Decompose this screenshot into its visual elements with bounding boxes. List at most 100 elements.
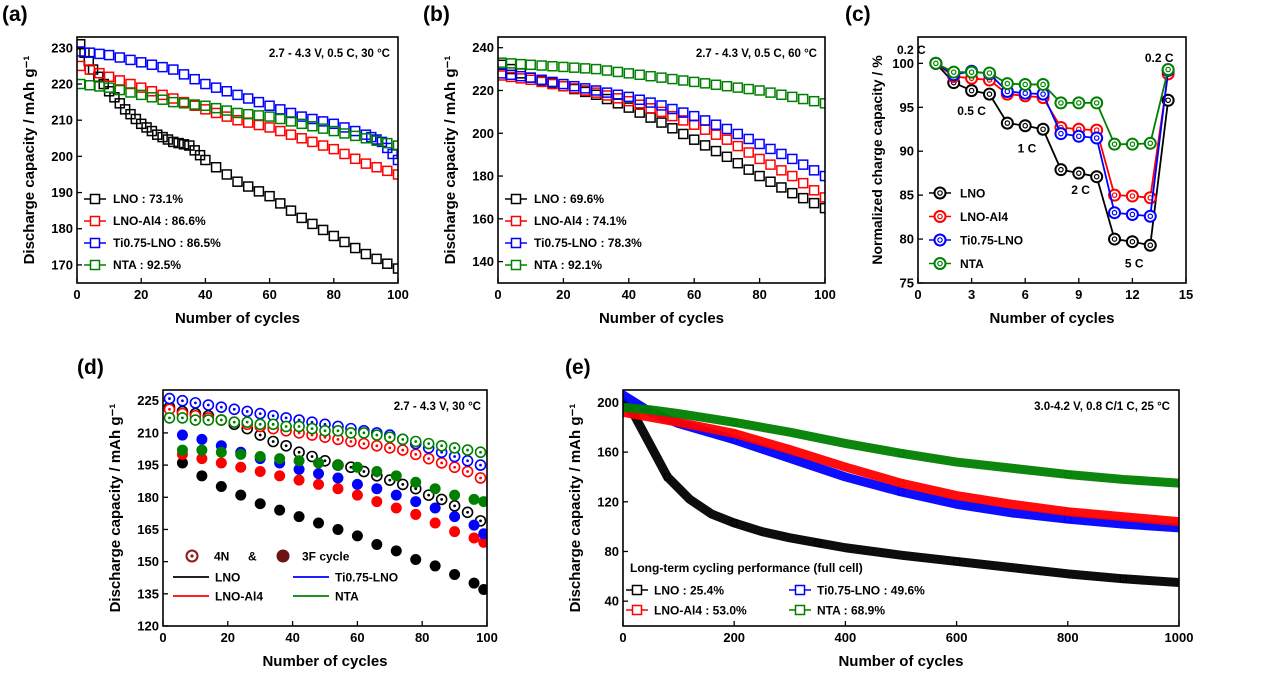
data-point (590, 85, 602, 96)
data-point-center (194, 401, 197, 405)
data-point (293, 455, 305, 467)
x-tick-label: 40 (622, 287, 636, 302)
data-point (242, 93, 254, 104)
y-axis-label: Discharge capacity / mAh g⁻¹ (442, 56, 459, 265)
data-point (819, 170, 825, 182)
y-tick-label: 140 (472, 254, 494, 269)
legend: LNO : 69.6% LNO-Al4 : 74.1% Ti0.75-LNO : 7… (505, 192, 642, 272)
data-point (730, 418, 738, 426)
legend-marker (794, 604, 806, 616)
data-point (313, 457, 325, 469)
data-point (558, 61, 569, 73)
data-point (645, 97, 656, 108)
data-point (776, 148, 787, 160)
series-nta (929, 56, 1175, 151)
data-point (721, 80, 733, 92)
y-tick-label: 200 (472, 126, 494, 141)
data-point (1090, 96, 1104, 110)
data-point-center (1129, 193, 1136, 199)
data-point-center (427, 457, 431, 461)
data-point-center (986, 70, 993, 76)
legend-marker (933, 257, 947, 270)
data-point (371, 496, 383, 508)
x-axis-label: Number of cycles (838, 653, 963, 670)
data-point-center (349, 465, 353, 469)
y-tick-label: 85 (900, 188, 914, 203)
data-point (125, 78, 136, 90)
data-point-center (1058, 166, 1064, 173)
data-point (634, 69, 645, 81)
data-point (667, 110, 678, 122)
data-point (449, 511, 461, 523)
condition-label: 2.7 - 4.3 V, 30 °C (394, 401, 481, 413)
y-tick-label: 90 (900, 144, 914, 159)
y-tick-label: 210 (51, 113, 73, 128)
data-point (813, 539, 822, 547)
data-point-center (245, 420, 249, 424)
series-lno (623, 397, 1179, 588)
data-point-center (1093, 100, 1100, 106)
data-point-center (414, 487, 418, 491)
data-point (382, 258, 393, 269)
data-point (275, 113, 286, 125)
data-point-center (933, 60, 939, 67)
data-point (947, 65, 961, 79)
legend-open-marker-center (190, 554, 194, 558)
data-point-center (1022, 90, 1028, 97)
legend-label: NTA : 92.1% (534, 258, 602, 272)
data-point (732, 157, 744, 169)
data-point-center (375, 444, 379, 448)
data-point (328, 125, 340, 137)
series-lno-al4 (929, 56, 1175, 205)
data-point-center (1058, 100, 1064, 106)
data-point (178, 69, 190, 80)
y-axis-label: Discharge capacity / mAh g⁻¹ (567, 404, 584, 613)
data-point (196, 444, 208, 456)
data-point (536, 60, 547, 71)
series-nta (498, 57, 825, 109)
data-point (558, 80, 569, 92)
data-point (264, 190, 275, 202)
data-point (351, 478, 363, 490)
data-point (392, 140, 398, 151)
y-axis-label: Discharge capacity / mAh g⁻¹ (21, 56, 38, 265)
data-point (264, 111, 275, 122)
legend-label: Ti0.75-LNO : 78.3% (534, 236, 642, 250)
panel-e: (e) 0 200 400 600 800 1000 40 80 120 160 200 Number … (565, 356, 1193, 670)
data-point (296, 111, 307, 122)
data-point (146, 59, 158, 70)
legend-label: LNO : 73.1% (113, 192, 183, 206)
data-point-center (453, 465, 456, 469)
data-point (754, 170, 765, 182)
data-point (547, 76, 558, 88)
data-point (328, 143, 340, 155)
data-point-center (271, 440, 275, 443)
y-tick-label: 200 (597, 395, 619, 410)
data-point (200, 78, 211, 90)
series-line (623, 402, 1179, 488)
data-point (1018, 119, 1032, 133)
x-tick-label: 60 (687, 287, 701, 302)
x-tick-label: 3 (968, 287, 975, 302)
data-point-center (181, 399, 184, 403)
data-point (449, 569, 461, 581)
data-point (387, 148, 398, 160)
data-point (663, 473, 672, 481)
data-point (114, 98, 126, 109)
data-point-center (1129, 211, 1136, 218)
x-tick-label: 600 (946, 630, 968, 645)
plot-area (498, 57, 825, 214)
data-point (135, 89, 147, 101)
data-point-center (1022, 81, 1028, 88)
x-tick-label: 100 (476, 630, 498, 645)
data-point (1054, 163, 1068, 177)
x-tick-label: 20 (556, 287, 570, 302)
data-point (449, 526, 461, 538)
data-point-center (206, 418, 210, 422)
data-point (601, 93, 613, 105)
data-point (349, 130, 361, 142)
y-tick-label: 180 (472, 169, 494, 184)
data-point (819, 202, 825, 214)
data-point (897, 449, 905, 457)
x-axis-label: Number of cycles (989, 310, 1114, 327)
